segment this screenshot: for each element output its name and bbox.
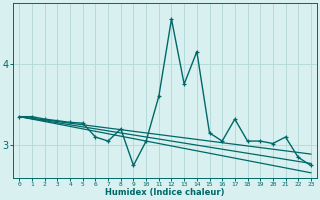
X-axis label: Humidex (Indice chaleur): Humidex (Indice chaleur) [105, 188, 225, 197]
